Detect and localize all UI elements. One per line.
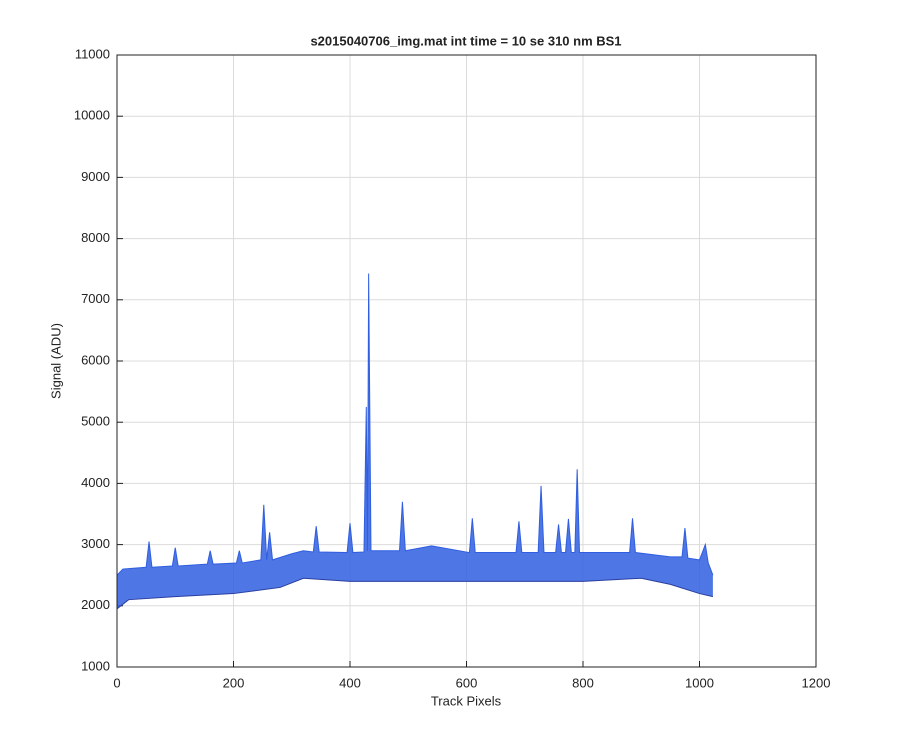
y-tick-label: 10000 [74, 108, 110, 123]
signal-line [116, 273, 714, 576]
x-axis-label: Track Pixels [431, 693, 502, 708]
y-tick-label: 3000 [81, 536, 110, 551]
x-tick-label: 400 [339, 675, 361, 690]
x-tick-label: 800 [572, 675, 594, 690]
y-tick-label: 1000 [81, 658, 110, 673]
y-axis-label: Signal (ADU) [48, 323, 63, 399]
y-tick-label: 11000 [75, 46, 110, 61]
signal-line [116, 577, 714, 610]
x-tick-label: 200 [223, 675, 245, 690]
x-tick-label: 1200 [802, 675, 831, 690]
x-tick-label: 600 [456, 675, 478, 690]
plot-frame [116, 54, 817, 668]
chart-title: s2015040706_img.mat int time = 10 se 310… [310, 33, 621, 48]
x-tick-label: 1000 [685, 675, 714, 690]
y-tick-label: 7000 [81, 291, 110, 306]
y-tick-label: 5000 [81, 414, 110, 429]
y-tick-label: 2000 [81, 597, 110, 612]
y-tick-label: 8000 [81, 230, 110, 245]
signal-band [117, 273, 713, 609]
y-tick-label: 9000 [81, 169, 110, 184]
x-tick-label: 0 [113, 675, 120, 690]
y-tick-label: 6000 [81, 352, 110, 367]
y-tick-label: 4000 [81, 475, 110, 490]
